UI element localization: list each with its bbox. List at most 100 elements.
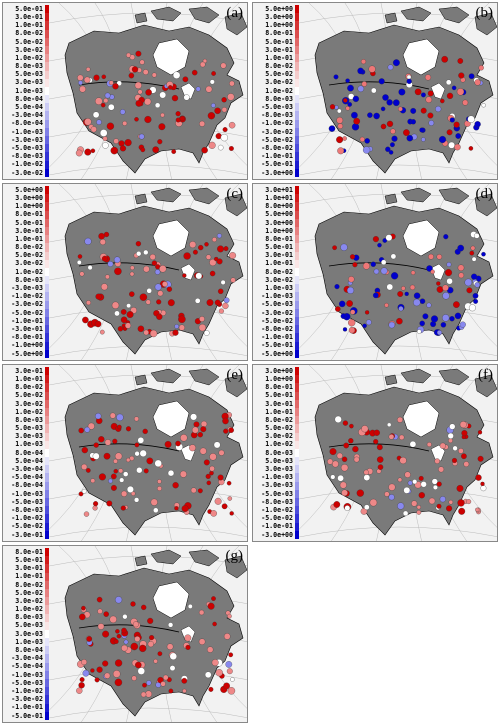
station-marker [420,481,427,488]
station-marker [187,604,193,609]
station-marker [81,463,88,470]
legend-tick-label: -3.0e-02 [261,127,293,136]
map-panel-g: 8.0e-01 5.0e-01 3.0e-01 1.0e-01 8.0e-02 5.0e-… [2,545,248,723]
station-marker [109,615,117,624]
station-marker [197,432,203,438]
station-marker [167,299,175,307]
colorbar-legend: 3.0e-01 1.0e-01 8.0e-02 5.0e-02 3.0e-02 1.0e-… [5,367,49,539]
legend-color-swatch [45,210,49,219]
station-marker [426,265,433,272]
station-marker [216,233,222,239]
north-america-map [299,365,497,541]
station-marker [339,481,347,489]
legend-tick-label: 3.0e-02 [15,45,43,54]
legend-color-swatch [45,276,49,285]
legend-tick-label: 1.0e-01 [15,374,43,383]
station-marker [466,499,472,505]
station-marker [172,482,179,489]
station-marker [390,253,397,260]
north-america-map [299,3,497,179]
legend-color-swatch [295,29,299,38]
panel-label: (b) [475,5,494,21]
station-marker [336,136,344,144]
station-marker [169,652,177,660]
station-marker [87,265,93,271]
legend-tick-label: 3.0e-01 [265,399,293,408]
legend-tick-label: 1.0e-02 [15,605,43,614]
legend-row: 1.0e-01 [255,259,299,268]
station-marker [471,256,477,262]
legend-tick-label: 8.0e-01 [265,234,293,243]
legend-row: 8.0e-02 [255,267,299,277]
station-marker [144,115,152,124]
station-marker [427,112,434,119]
station-marker [457,499,465,507]
graticule-parallel [49,555,247,567]
station-marker [154,283,162,291]
station-marker [205,473,211,479]
legend-row: -8.0e-03 [255,498,299,507]
station-marker [182,273,187,278]
legend-row: 3.0e+00 [255,13,299,22]
graticule-parallel [299,526,497,538]
legend-row: 5.0e-02 [255,424,299,433]
station-marker [406,74,412,80]
legend-row: -3.0e-02 [5,695,49,704]
legend-row: 8.0e-02 [5,243,49,252]
station-marker [182,76,189,83]
legend-row: 5.0e+00 [255,5,299,14]
station-marker [228,652,234,658]
arctic-island [188,368,220,386]
station-marker [343,98,348,103]
legend-color-swatch [45,317,49,326]
station-marker [225,661,233,668]
station-marker [451,457,458,464]
station-marker [140,147,146,153]
station-marker [442,314,450,322]
station-marker [373,112,380,120]
legend-row: -1.0e-01 [5,703,49,712]
station-marker [203,459,210,466]
station-marker [388,321,396,329]
legend-color-swatch [45,679,49,688]
legend-color-swatch [295,333,299,342]
station-marker [154,102,161,108]
legend-color-swatch [295,308,299,317]
station-marker [113,138,119,144]
station-marker [341,489,348,497]
station-marker [353,456,360,463]
legend-tick-label: -3.0e-02 [11,168,43,177]
legend-tick-label: -5.0e+00 [261,349,293,358]
station-marker [198,638,206,645]
legend-row: 3.0e-01 [255,399,299,408]
legend-tick-label: -5.0e-02 [11,308,43,317]
station-marker [387,422,392,427]
station-marker [106,122,115,130]
continent-landmass [314,24,494,174]
station-marker [228,146,234,151]
legend-tick-label: 1.0e-03 [15,440,43,449]
legend-row: 3.0e-03 [255,465,299,474]
station-marker [424,74,432,81]
station-marker [218,449,225,456]
legend-row: 8.0e-02 [5,29,49,38]
station-marker [162,674,169,681]
legend-row: -5.0e-03 [255,103,299,112]
station-marker [420,107,427,114]
station-marker [130,265,135,271]
station-marker [380,267,388,275]
legend-color-swatch [295,202,299,211]
legend-tick-label: -1.0e+00 [11,341,43,350]
station-marker [220,133,228,142]
legend-tick-label: -5.0e-01 [261,341,293,350]
station-marker [113,256,121,264]
legend-color-swatch [295,251,299,260]
station-marker [445,79,452,86]
station-marker [217,144,224,151]
legend-color-swatch [45,670,49,679]
legend-tick-label: -1.0e-01 [11,703,43,712]
station-marker [180,434,188,442]
legend-row: 5.0e-03 [5,424,49,433]
legend-tick-label: -1.0e-02 [261,505,293,514]
legend-tick-label: 3.0e-01 [265,45,293,54]
